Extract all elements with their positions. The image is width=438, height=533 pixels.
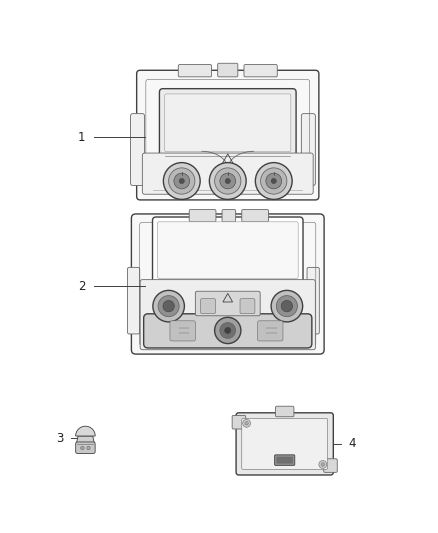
Wedge shape: [76, 426, 95, 436]
Circle shape: [243, 419, 251, 427]
Circle shape: [220, 322, 236, 338]
FancyBboxPatch shape: [157, 222, 298, 278]
Circle shape: [225, 327, 231, 334]
Circle shape: [321, 463, 325, 466]
Text: 3: 3: [56, 432, 64, 445]
FancyBboxPatch shape: [137, 70, 319, 200]
FancyBboxPatch shape: [258, 321, 283, 341]
Circle shape: [220, 173, 236, 189]
Circle shape: [319, 461, 327, 469]
FancyBboxPatch shape: [242, 418, 328, 469]
FancyBboxPatch shape: [240, 298, 255, 313]
Text: 2: 2: [78, 280, 85, 293]
FancyBboxPatch shape: [242, 209, 268, 222]
Circle shape: [87, 446, 90, 450]
Circle shape: [271, 290, 303, 322]
FancyBboxPatch shape: [324, 459, 337, 472]
Circle shape: [255, 163, 292, 199]
Circle shape: [245, 422, 248, 425]
FancyBboxPatch shape: [275, 455, 295, 465]
Circle shape: [169, 168, 195, 194]
Circle shape: [215, 317, 241, 344]
FancyBboxPatch shape: [301, 114, 315, 185]
FancyBboxPatch shape: [236, 413, 333, 475]
FancyBboxPatch shape: [189, 209, 216, 222]
Circle shape: [225, 179, 230, 184]
Circle shape: [271, 179, 276, 184]
FancyBboxPatch shape: [232, 415, 246, 429]
Circle shape: [281, 301, 293, 312]
Circle shape: [266, 173, 282, 189]
Circle shape: [261, 168, 287, 194]
FancyBboxPatch shape: [201, 298, 215, 313]
Polygon shape: [76, 436, 95, 445]
FancyBboxPatch shape: [244, 64, 277, 77]
FancyBboxPatch shape: [178, 64, 212, 77]
FancyBboxPatch shape: [76, 442, 95, 454]
Circle shape: [163, 301, 174, 312]
FancyBboxPatch shape: [159, 88, 296, 157]
Text: 4: 4: [348, 438, 356, 450]
FancyBboxPatch shape: [222, 209, 236, 222]
Circle shape: [179, 179, 184, 184]
Circle shape: [209, 163, 246, 199]
FancyBboxPatch shape: [152, 217, 303, 283]
FancyBboxPatch shape: [307, 268, 319, 334]
FancyBboxPatch shape: [127, 268, 140, 334]
FancyBboxPatch shape: [195, 291, 260, 316]
FancyBboxPatch shape: [142, 153, 313, 194]
Circle shape: [163, 163, 200, 199]
FancyBboxPatch shape: [170, 321, 195, 341]
FancyBboxPatch shape: [131, 114, 145, 185]
Circle shape: [153, 290, 184, 322]
Circle shape: [174, 173, 190, 189]
FancyBboxPatch shape: [144, 314, 312, 348]
Text: 1: 1: [78, 131, 85, 144]
FancyBboxPatch shape: [140, 280, 315, 350]
FancyBboxPatch shape: [165, 94, 291, 152]
FancyBboxPatch shape: [277, 457, 293, 463]
Circle shape: [158, 296, 179, 317]
FancyBboxPatch shape: [131, 214, 324, 354]
Circle shape: [81, 446, 84, 450]
FancyBboxPatch shape: [276, 406, 294, 417]
FancyBboxPatch shape: [218, 63, 238, 77]
Circle shape: [215, 168, 241, 194]
Circle shape: [276, 296, 297, 317]
